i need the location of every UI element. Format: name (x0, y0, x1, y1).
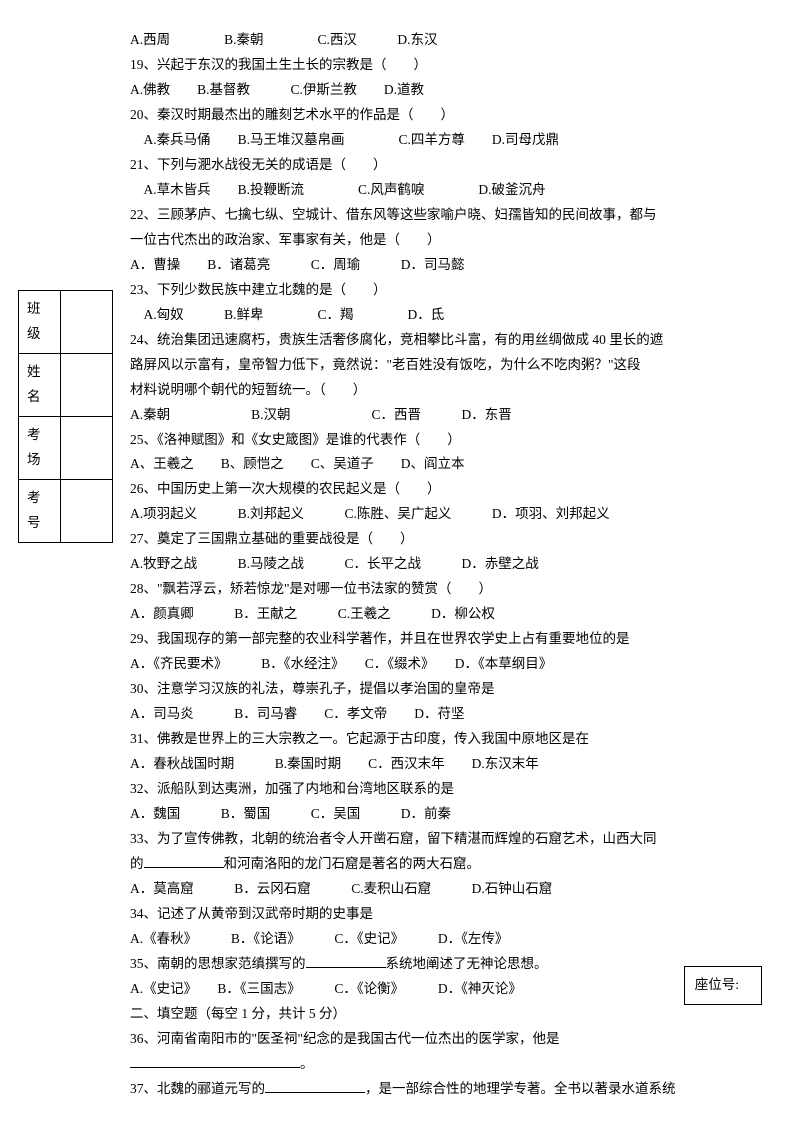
q35-pre: 35、南朝的思想家范缜撰写的 (130, 956, 306, 971)
q19-text: 19、兴起于东汉的我国土生土长的宗教是（ ） (130, 53, 760, 78)
q33-options: A．莫高窟 B．云冈石窟 C.麦积山石窟 D.石钟山石窟 (130, 877, 760, 902)
q28-options: A．颜真卿 B．王献之 C.王羲之 D．柳公权 (130, 602, 760, 627)
q33-text-a: 33、为了宣传佛教，北朝的统治者令人开凿石窟，留下精湛而辉煌的石窟艺术，山西大同 (130, 827, 760, 852)
q18-options: A.西周 B.秦朝 C.西汉 D.东汉 (130, 28, 760, 53)
q30-options: A．司马炎 B．司马睿 C．孝文帝 D．苻坚 (130, 702, 760, 727)
fill-blank[interactable] (144, 854, 224, 868)
label-class: 班级 (19, 291, 61, 354)
seat-label: 座位号: (695, 977, 739, 992)
q26-text: 26、中国历史上第一次大规模的农民起义是（ ） (130, 477, 760, 502)
q35-text: 35、南朝的思想家范缜撰写的 系统地阐述了无神论思想。 (130, 952, 760, 977)
q22-text-a: 22、三顾茅庐、七擒七纵、空城计、借东风等这些家喻户晓、妇孺皆知的民间故事，都与 (130, 203, 760, 228)
q30-text: 30、注意学习汉族的礼法，尊崇孔子，提倡以孝治国的皇帝是 (130, 677, 760, 702)
q37-pre: 37、北魏的郦道元写的 (130, 1081, 265, 1096)
table-row: 考号 (19, 479, 113, 542)
q29-text: 29、我国现存的第一部完整的农业科学著作，并且在世界农学史上占有重要地位的是 (130, 627, 760, 652)
q19-options: A.佛教 B.基督教 C.伊斯兰教 D.道教 (130, 78, 760, 103)
fill-blank[interactable] (130, 1054, 300, 1068)
q37-post: ，是一部综合性的地理学专著。全书以著录水道系统 (365, 1081, 676, 1096)
q21-options: A.草木皆兵 B.投鞭断流 C.风声鹤唳 D.破釜沉舟 (130, 178, 760, 203)
q22-text-b: 一位古代杰出的政治家、军事家有关，他是（ ） (130, 228, 760, 253)
q36b-post: 。 (300, 1056, 314, 1071)
label-room: 考场 (19, 416, 61, 479)
q24-options: A.秦朝 B.汉朝 C．西晋 D．东晋 (130, 403, 760, 428)
value-id[interactable] (61, 479, 113, 542)
q35-options: A.《史记》 B．《三国志》 C．《论衡》 D．《神灭论》 (130, 977, 760, 1002)
value-room[interactable] (61, 416, 113, 479)
q29-options: A．《齐民要术》 B．《水经注》 C．《缀术》 D．《本草纲目》 (130, 652, 760, 677)
q28-text: 28、"飘若浮云，矫若惊龙"是对哪一位书法家的赞赏（ ） (130, 577, 760, 602)
q23-text: 23、下列少数民族中建立北魏的是（ ） (130, 278, 760, 303)
q24-text-a: 24、统治集团迅速腐朽，贵族生活奢侈腐化，竞相攀比斗富，有的用丝绸做成 40 里… (130, 328, 760, 353)
q24-text-b: 路屏风以示富有，皇帝智力低下，竟然说："老百姓没有饭吃，为什么不吃肉粥？"这段 (130, 353, 760, 378)
table-row: 班级 (19, 291, 113, 354)
fill-blank[interactable] (306, 954, 386, 968)
seat-number-box[interactable]: 座位号: (684, 966, 762, 1005)
q24-text-c: 材料说明哪个朝代的短暂统一。（ ） (130, 378, 760, 403)
label-id: 考号 (19, 479, 61, 542)
q25-text: 25、《洛神赋图》和《女史箴图》是谁的代表作（ ） (130, 428, 760, 453)
q25-options: A、王羲之 B、顾恺之 C、吴道子 D、阎立本 (130, 452, 760, 477)
section-2-title: 二、填空题（每空 1 分，共计 5 分） (130, 1002, 760, 1027)
student-info-table: 班级 姓名 考场 考号 (18, 290, 113, 543)
value-class[interactable] (61, 291, 113, 354)
q27-options: A.牧野之战 B.马陵之战 C．长平之战 D．赤壁之战 (130, 552, 760, 577)
q36a-pre: 36、河南省南阳市的"医圣祠"纪念的是我国古代一位杰出的医学家，他是 (130, 1031, 560, 1046)
q31-text: 31、佛教是世界上的三大宗教之一。它起源于古印度，传入我国中原地区是在 (130, 727, 760, 752)
q21-text: 21、下列与淝水战役无关的成语是（ ） (130, 153, 760, 178)
q27-text: 27、奠定了三国鼎立基础的重要战役是（ ） (130, 527, 760, 552)
q23-options: A.匈奴 B.鲜卑 C．羯 D．氐 (130, 303, 760, 328)
q36-text-a: 36、河南省南阳市的"医圣祠"纪念的是我国古代一位杰出的医学家，他是 (130, 1027, 760, 1052)
q32-options: A．魏国 B．蜀国 C．吴国 D．前秦 (130, 802, 760, 827)
q34-options: A.《春秋》 B．《论语》 C．《史记》 D．《左传》 (130, 927, 760, 952)
exam-content: A.西周 B.秦朝 C.西汉 D.东汉 19、兴起于东汉的我国土生土长的宗教是（… (130, 28, 760, 1102)
fill-blank[interactable] (265, 1079, 365, 1093)
q31-options: A．春秋战国时期 B.秦国时期 C．西汉末年 D.东汉末年 (130, 752, 760, 777)
q33b-pre: 的 (130, 856, 144, 871)
q20-options: A.秦兵马俑 B.马王堆汉墓帛画 C.四羊方尊 D.司母戊鼎 (130, 128, 760, 153)
q33-text-b: 的 和河南洛阳的龙门石窟是著名的两大石窟。 (130, 852, 760, 877)
table-row: 考场 (19, 416, 113, 479)
q26-options: A.项羽起义 B.刘邦起义 C.陈胜、吴广起义 D．项羽、刘邦起义 (130, 502, 760, 527)
q20-text: 20、秦汉时期最杰出的雕刻艺术水平的作品是（ ） (130, 103, 760, 128)
q36-text-b: 。 (130, 1052, 760, 1077)
q34-text: 34、记述了从黄帝到汉武帝时期的史事是 (130, 902, 760, 927)
q33b-post: 和河南洛阳的龙门石窟是著名的两大石窟。 (224, 856, 481, 871)
value-name[interactable] (61, 353, 113, 416)
q37-text: 37、北魏的郦道元写的 ，是一部综合性的地理学专著。全书以著录水道系统 (130, 1077, 760, 1102)
q22-options: A．曹操 B．诸葛亮 C．周瑜 D．司马懿 (130, 253, 760, 278)
q35-post: 系统地阐述了无神论思想。 (386, 956, 548, 971)
q32-text: 32、派船队到达夷洲，加强了内地和台湾地区联系的是 (130, 777, 760, 802)
label-name: 姓名 (19, 353, 61, 416)
table-row: 姓名 (19, 353, 113, 416)
